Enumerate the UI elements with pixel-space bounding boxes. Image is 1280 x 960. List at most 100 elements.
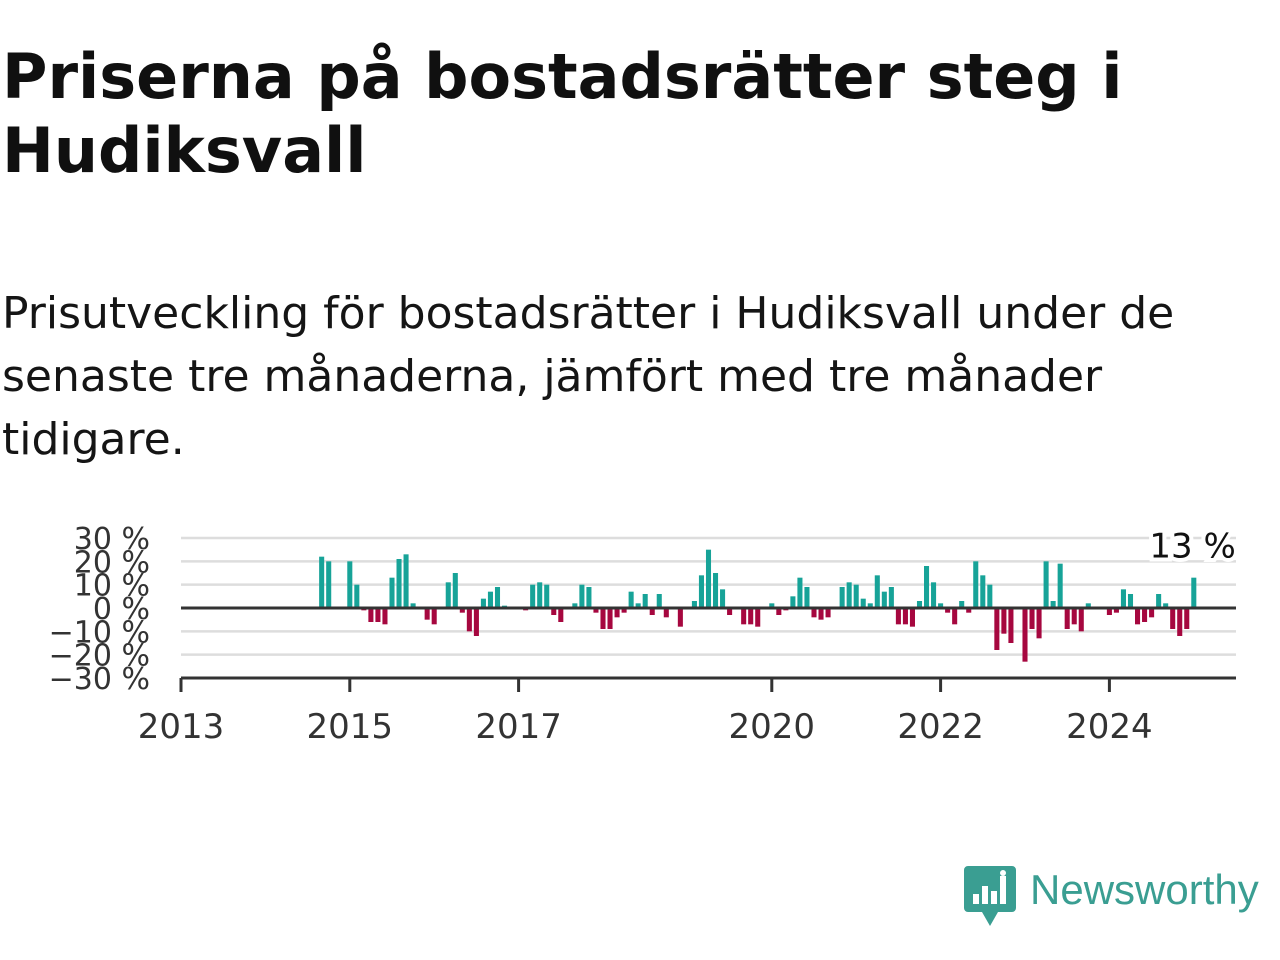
- bar-negative: [1001, 608, 1007, 634]
- bar-positive: [494, 587, 501, 608]
- bar-negative: [621, 608, 627, 613]
- y-tick-label: 30 %: [74, 522, 150, 557]
- bar-positive: [839, 587, 845, 608]
- bar-positive: [874, 575, 880, 608]
- data-labels: 13 %: [1145, 523, 1239, 571]
- bar-positive: [959, 601, 965, 608]
- bar-negative: [1071, 608, 1077, 625]
- bar-positive: [987, 584, 993, 608]
- bar-positive: [1085, 603, 1091, 608]
- bar-positive: [642, 594, 648, 608]
- bar-negative: [1029, 608, 1035, 629]
- bar-positive: [973, 561, 979, 608]
- price-change-bar-chart: 30 %20 %10 %0 %−10 %−20 %−30 % 2013 2015 2…: [49, 522, 1240, 747]
- bar-positive: [347, 561, 353, 608]
- bar-positive: [1057, 563, 1063, 608]
- y-tick-label: −10 %: [49, 615, 150, 650]
- bar-positive: [769, 603, 775, 608]
- axes: [179, 606, 1236, 692]
- bar-negative: [1170, 608, 1176, 629]
- bar-negative: [994, 608, 1000, 650]
- bar-negative: [1106, 608, 1112, 615]
- x-tick-label: 2017: [475, 707, 562, 747]
- bar-negative: [909, 608, 915, 627]
- bar-positive: [1163, 603, 1169, 608]
- bar-positive: [916, 601, 923, 608]
- bar-positive: [867, 603, 873, 608]
- bar-negative: [600, 608, 606, 629]
- bar-negative: [677, 608, 683, 627]
- chart-subtitle: Prisutveckling för bostadsrätter i Hudik…: [2, 288, 1175, 465]
- x-axis-tick-labels: 2013 2015 2017 2020 2022 2024: [138, 707, 1153, 747]
- bar-positive: [1043, 561, 1049, 608]
- bar-positive: [846, 582, 852, 608]
- bar-negative: [776, 608, 782, 615]
- bar-negative: [755, 608, 761, 627]
- newsworthy-logo[interactable]: Newsworthy: [962, 862, 1280, 932]
- x-tick-label: 2024: [1066, 707, 1153, 747]
- bar-negative: [1184, 608, 1190, 629]
- bar-positive: [396, 559, 402, 608]
- bar-positive: [1127, 594, 1134, 608]
- bar-negative: [1008, 608, 1014, 643]
- bar-positive: [445, 582, 451, 608]
- bar-positive: [804, 587, 810, 608]
- bar-positive: [579, 584, 585, 608]
- y-tick-label: −20 %: [49, 639, 150, 674]
- bar-positive: [537, 582, 543, 608]
- bar-positive: [888, 587, 894, 608]
- bar-positive: [389, 577, 395, 608]
- bar-positive: [1120, 589, 1126, 608]
- y-tick-label: 10 %: [74, 569, 150, 604]
- bar-negative: [1113, 608, 1119, 613]
- bar-negative: [966, 608, 972, 613]
- bar-positive: [628, 591, 634, 608]
- bar-negative: [614, 608, 620, 618]
- bar-negative: [945, 608, 951, 613]
- bar-positive: [691, 601, 697, 608]
- bar-negative: [811, 608, 817, 618]
- bar-positive: [586, 587, 592, 608]
- bar-positive: [790, 596, 796, 608]
- bar-positive: [797, 577, 803, 608]
- x-tick-label: 2020: [729, 707, 816, 747]
- last-value-label: 13 %: [1149, 527, 1235, 567]
- bar-negative: [593, 608, 599, 613]
- bar-negative: [1142, 608, 1148, 622]
- bar-series: [319, 549, 1197, 662]
- bar-positive: [656, 594, 662, 608]
- bar-positive: [452, 573, 458, 608]
- bar-positive: [1050, 601, 1056, 608]
- bar-negative: [382, 608, 388, 625]
- newsworthy-logo-icon: [964, 866, 1016, 926]
- bar-positive: [1156, 594, 1162, 608]
- bar-positive: [924, 566, 930, 608]
- bar-positive: [354, 584, 360, 608]
- bar-negative: [895, 608, 901, 625]
- x-tick-label: 2015: [307, 707, 394, 747]
- bar-negative: [902, 608, 908, 625]
- bar-negative: [551, 608, 557, 615]
- bar-positive: [410, 603, 416, 608]
- bar-positive: [881, 591, 887, 608]
- bar-negative: [952, 608, 958, 625]
- bar-negative: [466, 608, 472, 632]
- bar-positive: [705, 549, 712, 608]
- bar-positive: [326, 561, 332, 608]
- y-tick-label: 20 %: [74, 545, 150, 580]
- bar-negative: [1177, 608, 1183, 636]
- brand-name: Newsworthy: [1030, 866, 1259, 913]
- bar-negative: [727, 608, 733, 615]
- bar-negative: [748, 608, 754, 625]
- bar-negative: [825, 608, 831, 618]
- bar-positive: [635, 603, 641, 608]
- bar-negative: [473, 608, 479, 636]
- bar-negative: [649, 608, 655, 615]
- bar-positive: [720, 589, 726, 608]
- bar-negative: [607, 608, 613, 629]
- y-tick-label: 0 %: [93, 592, 150, 627]
- bar-positive: [853, 584, 859, 608]
- bar-positive: [980, 575, 986, 608]
- bar-negative: [1022, 608, 1028, 662]
- bar-positive: [1191, 577, 1197, 608]
